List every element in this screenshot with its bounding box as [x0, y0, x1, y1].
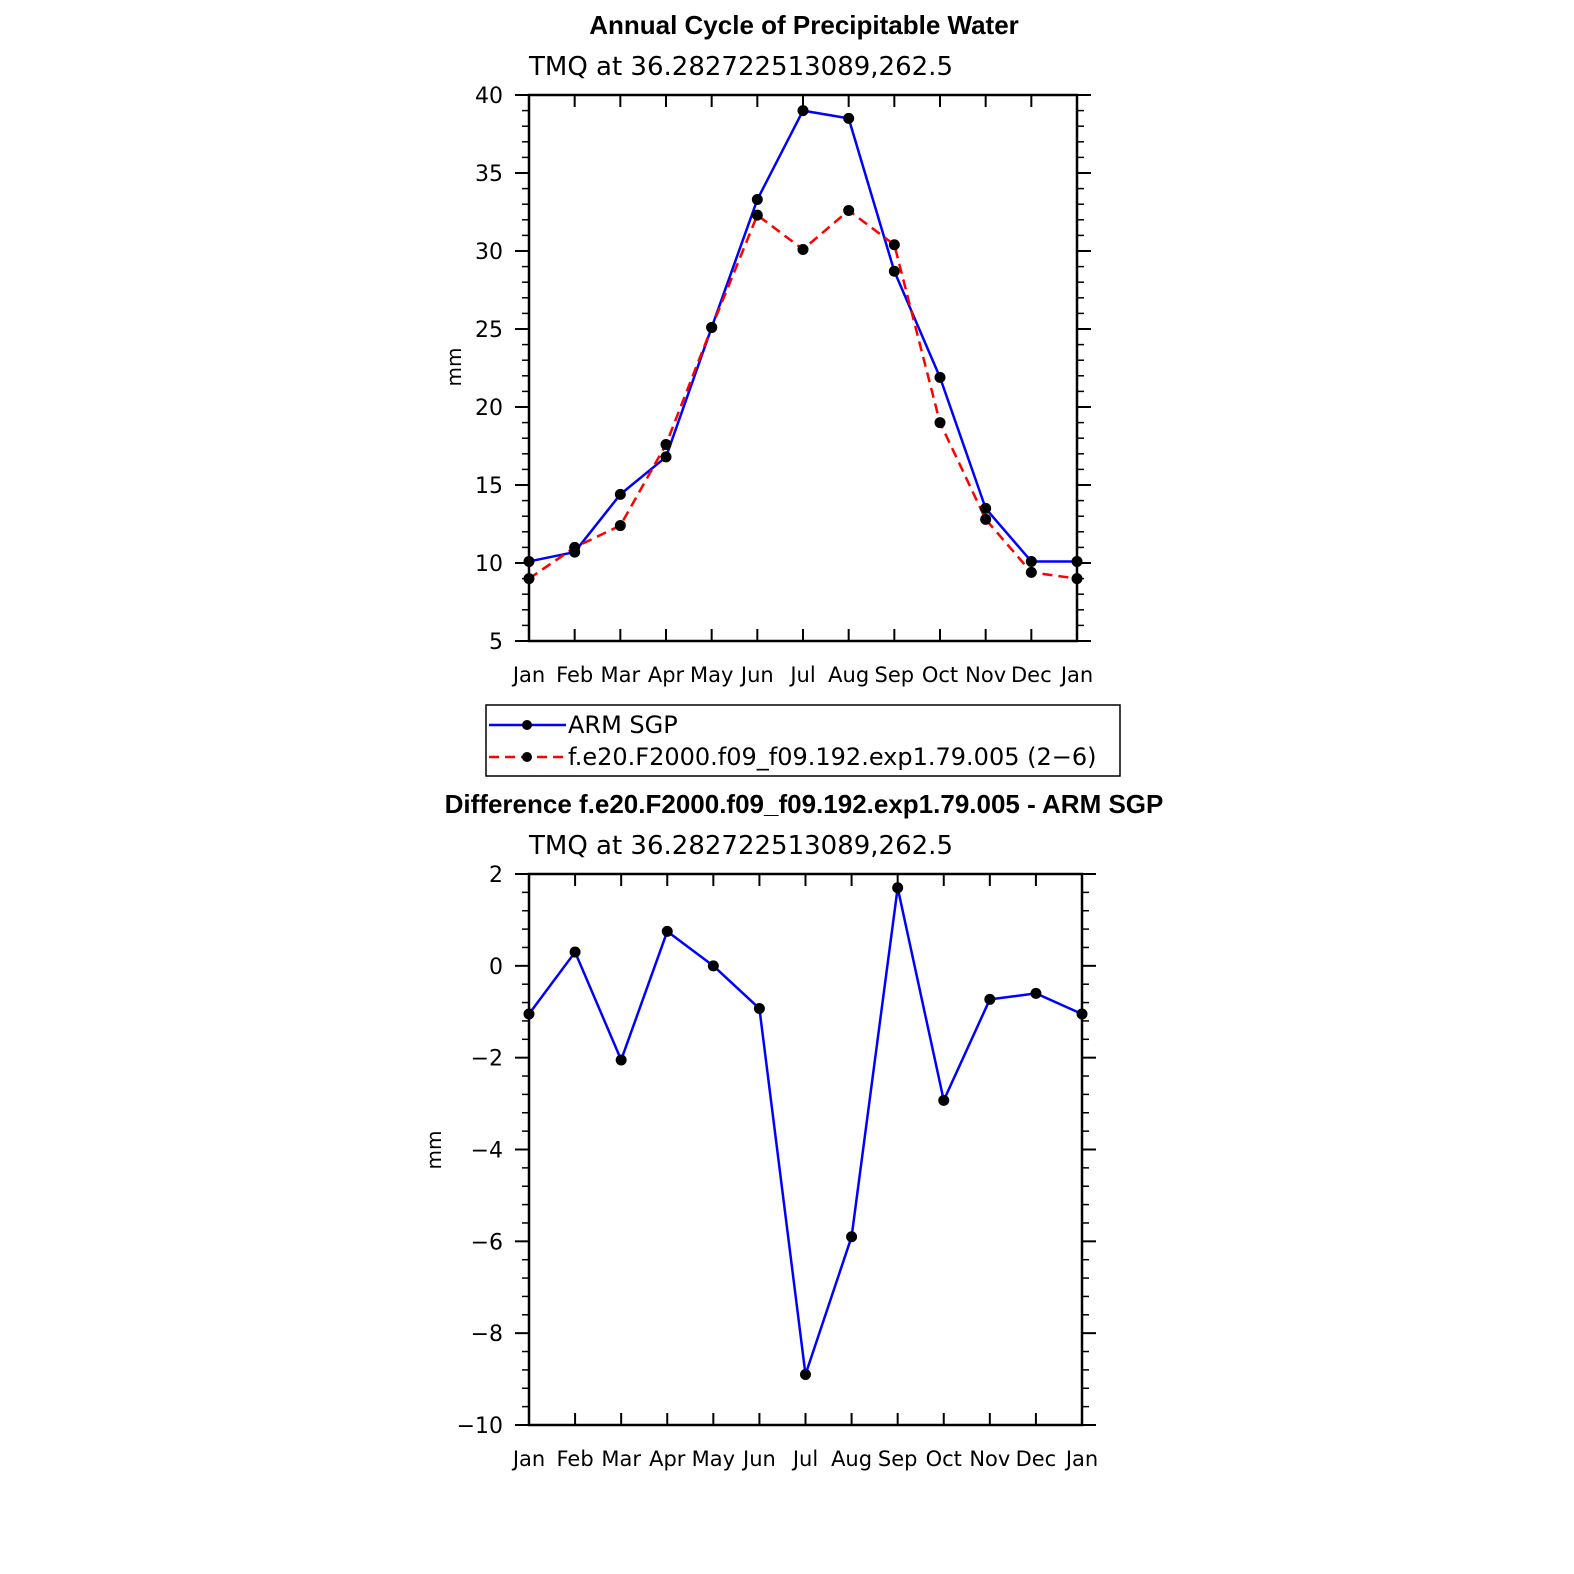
data-point [797, 243, 809, 255]
x-tick-label: Dec [1011, 663, 1052, 687]
chart2-title: Difference f.e20.F2000.f09_f09.192.exp1.… [445, 789, 1164, 819]
x-tick-label: Nov [969, 1447, 1010, 1471]
data-point [753, 1003, 765, 1015]
y-tick-label: 25 [475, 318, 503, 343]
chart1-plot-frame [527, 93, 1079, 643]
x-tick-label: Dec [1016, 1447, 1057, 1471]
y-tick-label: 35 [475, 162, 503, 187]
chart1-ylabel: mm [442, 348, 466, 387]
x-tick-label: Nov [965, 663, 1006, 687]
data-point [706, 321, 718, 333]
legend-label-arm-sgp: ARM SGP [568, 711, 678, 739]
data-point [797, 105, 809, 117]
y-tick-label: −8 [471, 1322, 503, 1347]
data-point [614, 520, 626, 532]
data-point [984, 993, 996, 1005]
chart2-ylabel: mm [422, 1131, 446, 1170]
chart1-title: Annual Cycle of Precipitable Water [589, 10, 1019, 40]
legend-label-model: f.e20.F2000.f09_f09.192.exp1.79.005 (2−6… [568, 743, 1096, 771]
legend-frame [485, 704, 1121, 777]
x-tick-label: May [690, 663, 733, 687]
x-tick-label: Apr [649, 1447, 686, 1471]
x-tick-label: Aug [831, 1447, 872, 1471]
data-point [938, 1094, 950, 1106]
x-tick-label: Jul [788, 663, 815, 687]
x-tick-label: Feb [556, 1447, 593, 1471]
x-tick-label: Oct [926, 1447, 962, 1471]
y-tick-label: −6 [471, 1230, 503, 1255]
data-point [846, 1231, 858, 1243]
x-tick-label: Sep [875, 663, 915, 687]
data-point [843, 112, 855, 124]
x-tick-label: May [692, 1447, 735, 1471]
x-tick-label: Sep [878, 1447, 918, 1471]
chart1-subtitle: TMQ at 36.282722513089,262.5 [528, 52, 953, 82]
x-tick-label: Jul [791, 1447, 818, 1471]
x-tick-label: Aug [828, 663, 869, 687]
data-point [888, 265, 900, 277]
data-point [800, 1368, 811, 1380]
y-tick-label: −10 [457, 1414, 503, 1439]
x-tick-label: Mar [601, 663, 641, 687]
data-point [843, 204, 855, 216]
data-point [934, 417, 946, 429]
x-tick-label: Jan [511, 663, 545, 687]
x-tick-label: Jan [1064, 1447, 1098, 1471]
y-tick-label: 40 [475, 84, 503, 109]
data-point [661, 925, 673, 937]
data-point [1025, 555, 1037, 567]
y-tick-label: 0 [489, 955, 503, 980]
data-point [980, 513, 992, 525]
data-point [660, 451, 672, 463]
data-point [888, 239, 900, 251]
data-point [934, 371, 946, 383]
y-tick-label: 15 [475, 474, 503, 499]
series-line [528, 109, 1077, 563]
x-tick-label: Oct [922, 663, 958, 687]
y-tick-label: −4 [471, 1139, 503, 1164]
data-point [751, 209, 763, 221]
legend-marker-arm-sgp [522, 720, 532, 730]
y-tick-label: 5 [489, 630, 503, 655]
difference-chart: Difference f.e20.F2000.f09_f09.192.exp1.… [422, 789, 1163, 1471]
legend-marker-model [522, 752, 532, 762]
chart2-plot-frame [527, 872, 1084, 1427]
chart2-subtitle: TMQ at 36.282722513089,262.5 [528, 831, 953, 861]
series-line [528, 209, 1078, 580]
data-point [569, 541, 581, 553]
annual-cycle-chart: Annual Cycle of Precipitable Water TMQ a… [442, 10, 1093, 687]
series-line [527, 886, 1083, 1376]
data-point [660, 438, 672, 450]
x-tick-label: Apr [648, 663, 685, 687]
x-tick-label: Mar [601, 1447, 641, 1471]
x-tick-label: Jun [739, 663, 774, 687]
y-tick-label: −2 [471, 1047, 503, 1072]
legend: ARM SGP f.e20.F2000.f09_f09.192.exp1.79.… [485, 704, 1121, 777]
x-tick-label: Jun [741, 1447, 776, 1471]
y-tick-label: 10 [475, 552, 503, 577]
data-point [569, 946, 581, 958]
data-point [707, 960, 719, 972]
data-point [1030, 987, 1042, 999]
x-tick-label: Feb [556, 663, 593, 687]
y-tick-label: 30 [475, 240, 503, 265]
data-point [892, 882, 904, 894]
data-point [751, 194, 763, 206]
data-point [615, 1054, 627, 1066]
x-tick-label: Jan [511, 1447, 545, 1471]
x-tick-label: Jan [1059, 663, 1093, 687]
y-tick-label: 2 [489, 863, 503, 888]
data-point [1025, 566, 1037, 578]
y-tick-label: 20 [475, 396, 503, 421]
data-point [614, 488, 626, 500]
data-point [980, 502, 992, 514]
